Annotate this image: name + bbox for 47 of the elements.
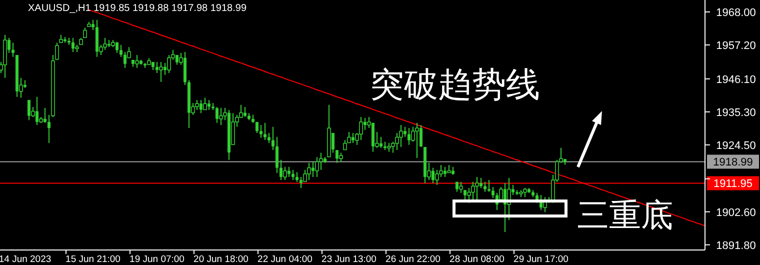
x-tick-label: 15 Jun 21:00 [66,254,120,265]
candlestick [296,172,298,182]
annotation: 三重底 [577,196,673,234]
candlestick [435,169,439,186]
candlestick [272,126,274,151]
candlestick [488,180,490,192]
candlestick [339,152,343,162]
candlestick [415,122,419,159]
candlestick [315,156,319,178]
candlestick [459,181,463,194]
x-tick-label: 26 Jun 22:00 [386,254,440,265]
candlestick [12,42,14,58]
candlestick [83,27,87,38]
x-tick-label: 22 Jun 04:00 [258,254,312,265]
chart-title: XAUUSD_,H1 1919.85 1919.88 1917.98 1918.99 [28,3,247,14]
candlestick [260,124,262,138]
candlestick [292,169,294,181]
candlestick [492,186,494,199]
x-tick-label: 20 Jun 18:00 [194,254,248,265]
candlestick [264,122,266,140]
y-tick-label: 1957.20 [716,40,756,52]
candlestick [195,99,199,111]
y-tick-label: 1891.80 [716,240,756,252]
candlestick [399,124,403,148]
candlestick [268,132,270,144]
candlestick [475,176,479,200]
annotation: 突破趋势线 [370,65,540,105]
candlestick [523,187,527,198]
candlestick [120,44,122,58]
y-tick-label: 1946.10 [716,74,756,86]
candlestick [219,107,223,126]
candlestick [307,162,311,181]
candlestick [484,181,486,192]
x-tick-label: 19 Jun 07:00 [130,254,184,265]
y-tick-label: 1902.60 [716,206,756,219]
candlestick [203,97,207,111]
y-tick-label: 1924.50 [716,140,756,152]
x-tick-label: 29 Jun 17:00 [514,254,568,265]
y-tick-label: 1935.30 [716,106,756,119]
candlestick [135,54,139,68]
candlestick [276,136,278,174]
x-tick-label: 23 Jun 13:00 [322,254,376,265]
candlestick [159,62,163,82]
ref-line-label: 1911.95 [714,178,752,190]
ref-line-label: 1918.99 [713,156,753,169]
y-tick-label: 1968.00 [716,6,756,19]
x-tick-label: 28 Jun 08:00 [450,254,504,265]
